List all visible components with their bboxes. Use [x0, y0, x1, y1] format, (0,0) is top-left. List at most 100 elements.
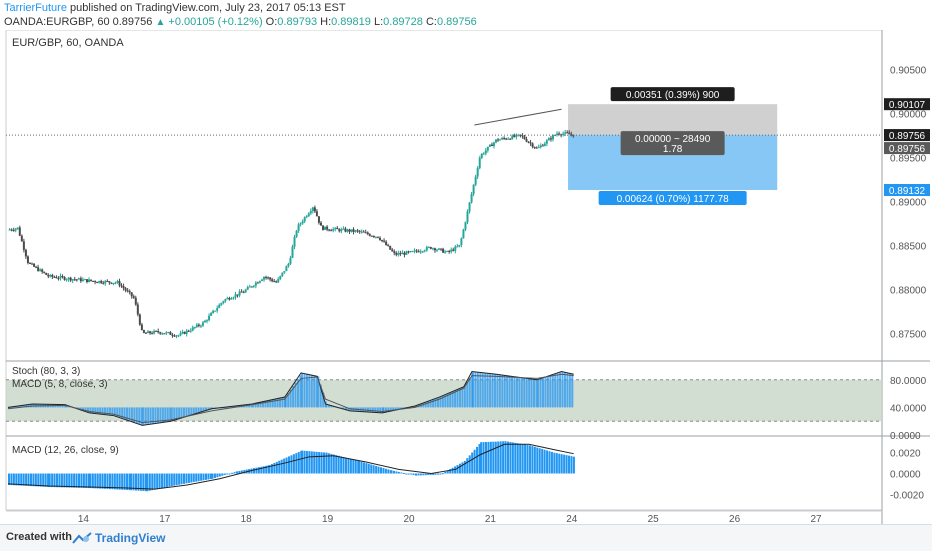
- candle-body: [12, 230, 15, 232]
- macd-y-tick: 0.0000: [890, 470, 921, 481]
- candle-body: [165, 332, 168, 334]
- publisher-line: TarrierFuture published on TradingView.c…: [4, 2, 346, 14]
- stoch-hist-bar: [549, 375, 552, 408]
- stoch-hist-bar: [458, 388, 461, 408]
- candle-body: [173, 335, 176, 337]
- macd-hist-bar: [429, 473, 432, 475]
- candle-body: [20, 235, 23, 242]
- candle-body: [226, 298, 229, 300]
- macd-hist-bar: [27, 473, 30, 486]
- tradingview-brand[interactable]: TradingView: [95, 531, 166, 545]
- stoch-hist-bar: [126, 407, 129, 420]
- candle-body: [140, 324, 143, 331]
- macd-hist-bar: [137, 473, 140, 491]
- candle-body: [511, 135, 514, 140]
- candle-body: [218, 304, 221, 309]
- stoch-hist-bar: [449, 392, 452, 408]
- macd-hist-bar: [173, 473, 176, 486]
- price-tag: 0.89132: [889, 186, 926, 197]
- candle-body: [401, 252, 404, 255]
- price-tag-bg: [884, 129, 930, 142]
- candle-body: [556, 133, 559, 136]
- candle-body: [454, 246, 457, 251]
- stoch-hist-bar: [202, 407, 205, 412]
- candle-body: [368, 234, 371, 236]
- stoch-hist-bar: [61, 404, 64, 408]
- macd-hist-bar: [96, 473, 99, 489]
- candle-body: [155, 330, 158, 332]
- macd-hist-bar: [228, 473, 231, 475]
- macd-hist-bar: [563, 454, 566, 474]
- candle-body: [411, 251, 414, 253]
- candle-body: [169, 332, 172, 335]
- macd-hist-bar: [412, 473, 415, 476]
- macd-hist-bar: [480, 442, 483, 474]
- macd-hist-bar: [489, 441, 492, 474]
- macd-hist-bar: [519, 443, 522, 474]
- macd-hist-bar: [123, 473, 126, 490]
- candle-body: [315, 211, 318, 217]
- macd-hist-bar: [305, 450, 308, 474]
- candle-body: [49, 274, 52, 277]
- candle-body: [33, 263, 36, 267]
- candle-body: [297, 224, 300, 231]
- candle-body: [187, 330, 190, 332]
- macd-hist-bar: [330, 453, 333, 474]
- stoch-hist-bar: [518, 377, 521, 408]
- candle-body: [507, 138, 510, 140]
- candle-body: [124, 288, 127, 291]
- candle-body: [163, 333, 166, 335]
- macd-hist-bar: [476, 446, 479, 474]
- candle-body: [558, 133, 561, 135]
- candle-body: [324, 226, 327, 230]
- macd-hist-bar: [458, 463, 461, 474]
- macd-hist-bar: [132, 473, 135, 491]
- macd-hist-bar: [106, 473, 109, 489]
- candle-body: [468, 202, 471, 212]
- tradingview-logo-icon[interactable]: [72, 531, 92, 549]
- macd-hist-bar: [384, 468, 387, 474]
- candle-body: [399, 253, 402, 255]
- macd-hist-bar: [337, 455, 340, 474]
- candle-body: [116, 281, 119, 283]
- stoch-hist-bar: [233, 406, 236, 408]
- stoch-hist-bar: [392, 407, 395, 411]
- candle-body: [94, 281, 97, 283]
- open-label: O:: [265, 16, 278, 28]
- candle-body: [118, 281, 121, 286]
- macd-hist-bar: [509, 442, 512, 474]
- y-tick-label: 0.88500: [890, 242, 927, 253]
- candle-body: [130, 292, 133, 297]
- price-tag-bg: [884, 142, 930, 155]
- chart-area[interactable]: EUR/GBP, 60, OANDA0.905000.900000.895000…: [0, 30, 932, 524]
- candle-body: [470, 194, 473, 203]
- macd-hist-bar: [315, 451, 318, 474]
- candle-body: [452, 249, 455, 251]
- stoch-hist-bar: [530, 378, 533, 408]
- last-price: 0.89756: [112, 16, 153, 28]
- candle-body: [179, 333, 182, 336]
- candle-body: [503, 138, 506, 140]
- stoch-hist-bar: [463, 386, 466, 408]
- candle-body: [397, 253, 400, 255]
- stoch-hist-bar: [546, 376, 549, 408]
- stoch-hist-bar: [379, 407, 382, 413]
- candle-body: [407, 251, 410, 253]
- change-value: +0.00105 (+0.12%): [168, 16, 263, 28]
- macd-hist-bar: [73, 473, 76, 488]
- stoch-hist-bar: [130, 407, 133, 422]
- candle-body: [216, 308, 219, 311]
- candle-body: [340, 229, 343, 232]
- author-link[interactable]: TarrierFuture: [4, 2, 67, 14]
- candle-body: [134, 297, 137, 305]
- candle-body: [106, 280, 109, 282]
- candle-body: [128, 291, 131, 293]
- stoch-hist-bar: [561, 371, 564, 408]
- stoch-hist-bar: [446, 393, 449, 408]
- candle-body: [442, 248, 445, 253]
- macd-hist-bar: [257, 467, 260, 474]
- candle-body: [376, 236, 379, 238]
- candle-body: [497, 139, 500, 141]
- candle-body: [260, 279, 263, 281]
- stoch-hist-bar: [319, 384, 322, 408]
